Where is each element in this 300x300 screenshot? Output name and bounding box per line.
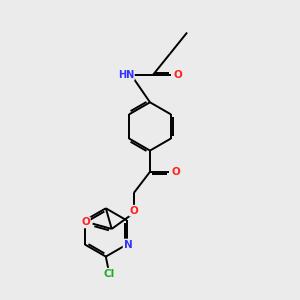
- Text: HN: HN: [118, 70, 134, 80]
- Text: Cl: Cl: [103, 269, 114, 279]
- Text: N: N: [124, 239, 132, 250]
- Text: O: O: [129, 206, 138, 216]
- Text: O: O: [81, 218, 90, 227]
- Text: O: O: [174, 70, 182, 80]
- Text: O: O: [172, 167, 180, 177]
